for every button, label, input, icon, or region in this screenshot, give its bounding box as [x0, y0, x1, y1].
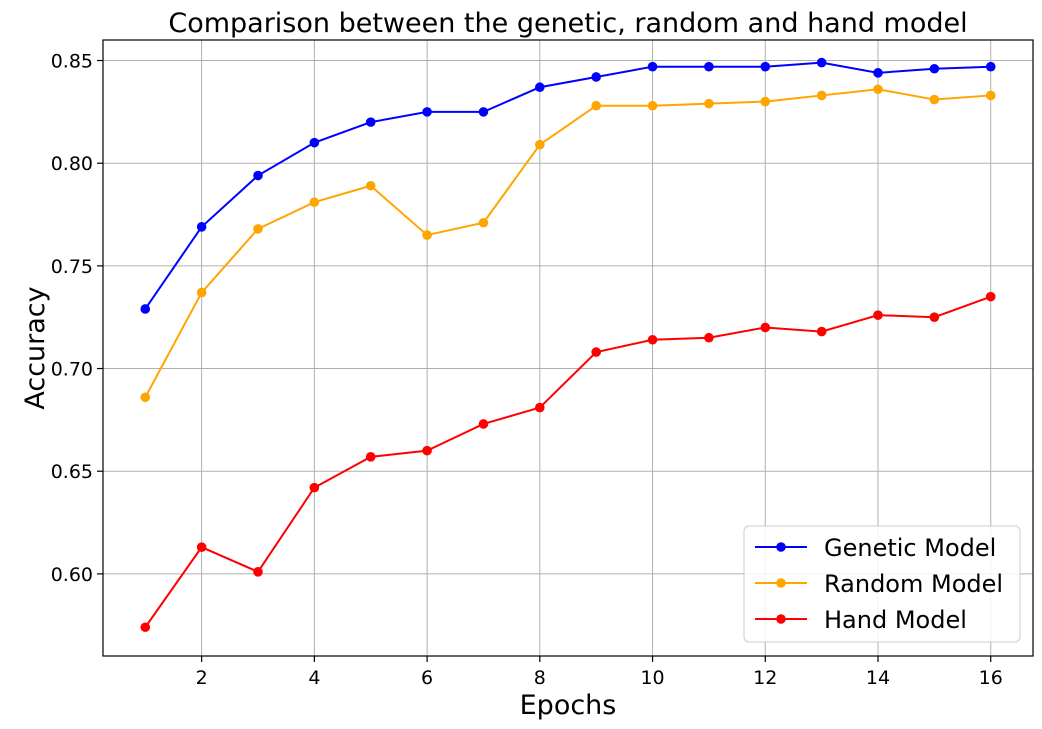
data-point-hand-model	[647, 334, 658, 345]
series-random-model	[140, 84, 996, 403]
data-point-genetic-model	[929, 63, 940, 74]
data-point-hand-model	[309, 482, 320, 493]
legend-label: Random Model	[824, 570, 1003, 598]
x-axis: 2 4 6 8 10 12 14 16	[196, 656, 1003, 689]
data-point-random-model	[535, 139, 545, 150]
data-point-random-model	[760, 96, 771, 107]
data-point-hand-model	[196, 542, 207, 552]
legend-label: Hand Model	[824, 606, 967, 634]
legend-marker	[776, 614, 786, 624]
data-point-hand-model	[985, 291, 996, 302]
y-tick-label: 0.75	[51, 256, 93, 278]
data-point-random-model	[985, 90, 996, 101]
legend-item-hand-model: Hand Model	[755, 606, 967, 634]
data-point-hand-model	[816, 326, 827, 337]
data-point-random-model	[929, 94, 940, 105]
y-tick-label: 0.70	[51, 359, 93, 381]
data-point-random-model	[422, 230, 432, 240]
y-axis-label: Accuracy	[20, 286, 51, 409]
legend-marker	[776, 578, 786, 588]
series-hand-model	[140, 291, 996, 633]
y-tick-label: 0.60	[51, 564, 93, 586]
data-point-random-model	[647, 100, 658, 111]
data-point-random-model	[309, 197, 320, 208]
data-point-random-model	[365, 180, 376, 191]
data-point-hand-model	[535, 402, 545, 413]
y-axis: 0.60 0.65 0.70 0.75 0.80 0.85	[51, 51, 103, 586]
data-point-random-model	[816, 90, 827, 101]
data-point-random-model	[253, 224, 263, 234]
x-tick-label: 16	[979, 667, 1003, 689]
chart-title: Comparison between the genetic, random a…	[168, 8, 967, 39]
data-point-hand-model	[873, 310, 883, 320]
plot-frame	[102, 39, 1034, 657]
data-point-genetic-model	[309, 137, 320, 148]
data-point-random-model	[591, 100, 601, 111]
data-point-random-model	[140, 392, 151, 403]
series-line-genetic-model	[144, 61, 991, 310]
x-tick-label: 8	[534, 667, 546, 689]
y-tick-label: 0.65	[51, 461, 93, 483]
x-tick-label: 2	[196, 667, 208, 689]
data-point-genetic-model	[535, 82, 545, 93]
data-point-hand-model	[140, 622, 151, 633]
legend: Genetic Model Random Model Hand Model	[743, 525, 1021, 643]
y-tick-label: 0.80	[51, 153, 93, 175]
data-point-genetic-model	[704, 61, 714, 72]
data-point-hand-model	[704, 332, 714, 343]
data-point-hand-model	[365, 452, 376, 462]
x-tick-label: 14	[866, 667, 890, 689]
data-point-genetic-model	[760, 61, 771, 72]
grid	[103, 40, 1033, 656]
data-point-hand-model	[591, 347, 601, 357]
series-line-hand-model	[144, 295, 992, 628]
x-axis-label: Epochs	[520, 690, 617, 721]
data-point-random-model	[873, 84, 883, 95]
data-point-genetic-model	[647, 61, 658, 72]
legend-label: Genetic Model	[824, 534, 996, 562]
data-point-genetic-model	[816, 57, 827, 68]
data-point-genetic-model	[365, 117, 376, 127]
data-point-genetic-model	[422, 107, 432, 117]
data-point-hand-model	[929, 312, 940, 323]
data-point-genetic-model	[196, 222, 207, 232]
x-tick-label: 12	[753, 667, 777, 689]
data-point-genetic-model	[253, 170, 263, 181]
data-point-hand-model	[478, 419, 489, 429]
data-point-hand-model	[422, 445, 432, 456]
series-layer	[140, 57, 996, 633]
legend-box	[743, 525, 1021, 643]
data-point-genetic-model	[478, 107, 489, 117]
legend-item-random-model: Random Model	[755, 570, 1003, 598]
data-point-hand-model	[760, 322, 771, 333]
data-point-random-model	[478, 217, 489, 228]
data-point-genetic-model	[591, 72, 601, 82]
legend-marker	[776, 542, 786, 552]
x-tick-label: 4	[308, 667, 320, 689]
data-point-random-model	[196, 287, 207, 298]
x-tick-label: 10	[640, 667, 664, 689]
data-point-hand-model	[253, 567, 263, 577]
data-point-genetic-model	[140, 304, 151, 314]
legend-item-genetic-model: Genetic Model	[755, 534, 996, 562]
data-point-random-model	[704, 98, 714, 109]
series-genetic-model	[140, 57, 996, 314]
data-point-genetic-model	[985, 61, 996, 72]
x-tick-label: 6	[421, 667, 433, 689]
data-point-genetic-model	[873, 68, 883, 78]
series-line-random-model	[144, 88, 991, 398]
y-tick-label: 0.85	[51, 51, 93, 73]
